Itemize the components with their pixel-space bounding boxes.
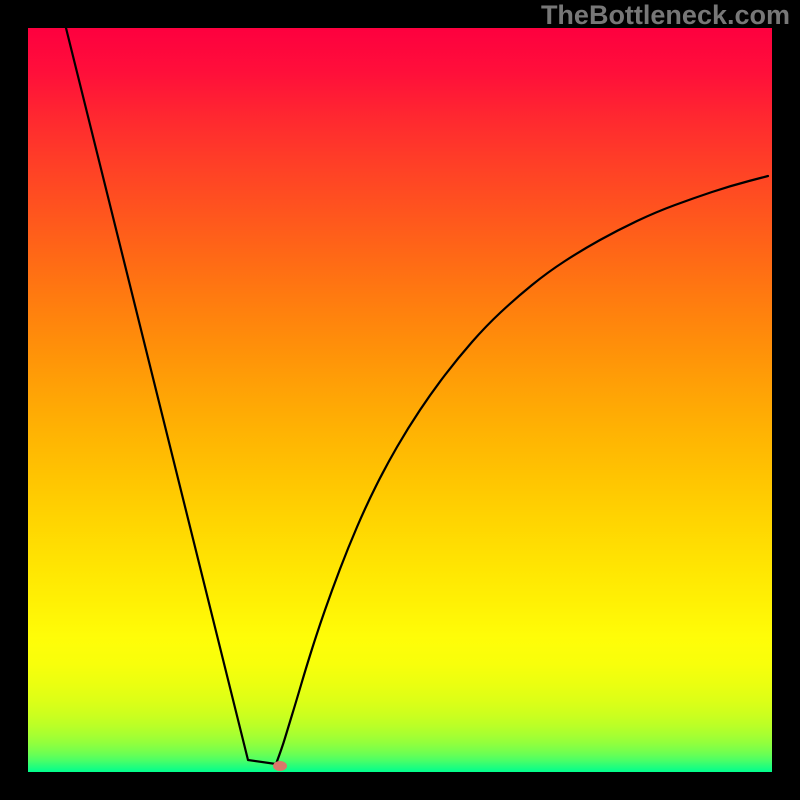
plot-area [28,28,772,772]
watermark-label: TheBottleneck.com [541,0,790,30]
bottleneck-curve [28,28,772,772]
watermark-text: TheBottleneck.com [541,0,790,31]
chart-container: TheBottleneck.com [0,0,800,800]
minimum-marker [273,761,287,771]
